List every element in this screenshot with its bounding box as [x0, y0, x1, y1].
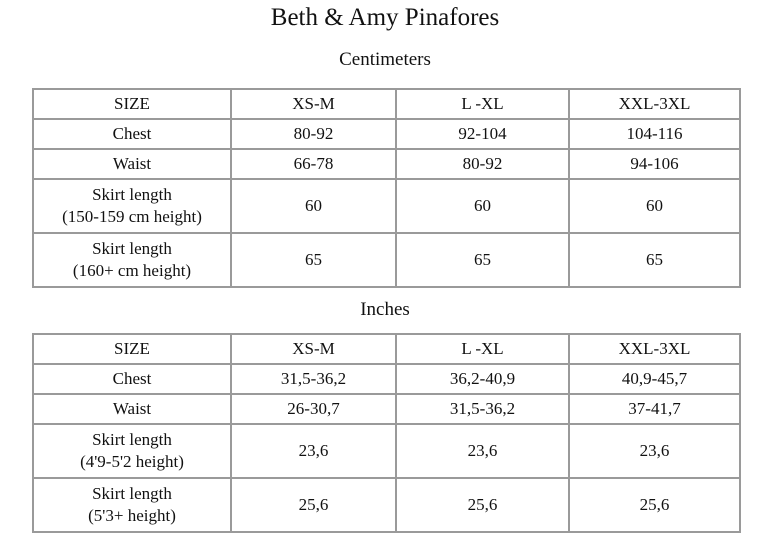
table-cell: 23,6 — [230, 423, 397, 479]
row-label-cell: Waist — [32, 393, 232, 425]
table-cell: 25,6 — [230, 477, 397, 533]
table-cell: 94-106 — [568, 148, 741, 180]
table-cell: 66-78 — [230, 148, 397, 180]
row-label-cell: SIZE — [32, 88, 232, 120]
table-row: Skirt length (150-159 cm height) 60 60 60 — [32, 178, 741, 234]
row-label-cell: Skirt length (150-159 cm height) — [32, 178, 232, 234]
table-cell: 104-116 — [568, 118, 741, 150]
table-cell: XS-M — [230, 333, 397, 365]
table-cell: 37-41,7 — [568, 393, 741, 425]
page-title: Beth & Amy Pinafores — [270, 4, 500, 31]
size-table-centimeters: SIZE XS-M L -XL XXL-3XL Chest 80-92 92-104 104-… — [32, 88, 741, 288]
table-row: Waist 66-78 80-92 94-106 — [32, 148, 741, 180]
row-label-cell: Waist — [32, 148, 232, 180]
table-cell: L -XL — [395, 88, 570, 120]
table-cell: 26-30,7 — [230, 393, 397, 425]
table-cell: 25,6 — [568, 477, 741, 533]
size-table-inches: SIZE XS-M L -XL XXL-3XL Chest 31,5-36,2 36,2-4… — [32, 333, 741, 533]
table-row: Skirt length (160+ cm height) 65 65 65 — [32, 232, 741, 288]
table-row: Chest 80-92 92-104 104-116 — [32, 118, 741, 150]
table-cell: XS-M — [230, 88, 397, 120]
table-cell: 65 — [230, 232, 397, 288]
table-row: Waist 26-30,7 31,5-36,2 37-41,7 — [32, 393, 741, 425]
table-cell: XXL-3XL — [568, 88, 741, 120]
table-cell: 80-92 — [395, 148, 570, 180]
table-cell: 25,6 — [395, 477, 570, 533]
table-row: Skirt length (4'9-5'2 height) 23,6 23,6 23,6 — [32, 423, 741, 479]
row-label-cell: Skirt length (160+ cm height) — [32, 232, 232, 288]
table-cell: 23,6 — [568, 423, 741, 479]
table-cell: 23,6 — [395, 423, 570, 479]
table-cell: L -XL — [395, 333, 570, 365]
table-cell: 40,9-45,7 — [568, 363, 741, 395]
table-row: Chest 31,5-36,2 36,2-40,9 40,9-45,7 — [32, 363, 741, 395]
row-label-cell: Chest — [32, 363, 232, 395]
table-cell: 60 — [395, 178, 570, 234]
table-row: Skirt length (5'3+ height) 25,6 25,6 25,6 — [32, 477, 741, 533]
table-cell: 31,5-36,2 — [230, 363, 397, 395]
table-cell: XXL-3XL — [568, 333, 741, 365]
row-label-cell: Chest — [32, 118, 232, 150]
table-cell: 60 — [230, 178, 397, 234]
header-row: SIZE XS-M L -XL XXL-3XL — [32, 333, 741, 365]
section-heading-inches: Inches — [360, 299, 410, 320]
table-cell: 92-104 — [395, 118, 570, 150]
table-cell: 36,2-40,9 — [395, 363, 570, 395]
table-cell: 31,5-36,2 — [395, 393, 570, 425]
row-label-cell: Skirt length (5'3+ height) — [32, 477, 232, 533]
table-cell: 65 — [395, 232, 570, 288]
table-cell: 60 — [568, 178, 741, 234]
row-label-cell: SIZE — [32, 333, 232, 365]
section-heading-centimeters: Centimeters — [339, 49, 431, 70]
table-cell: 80-92 — [230, 118, 397, 150]
table-cell: 65 — [568, 232, 741, 288]
row-label-cell: Skirt length (4'9-5'2 height) — [32, 423, 232, 479]
header-row: SIZE XS-M L -XL XXL-3XL — [32, 88, 741, 120]
